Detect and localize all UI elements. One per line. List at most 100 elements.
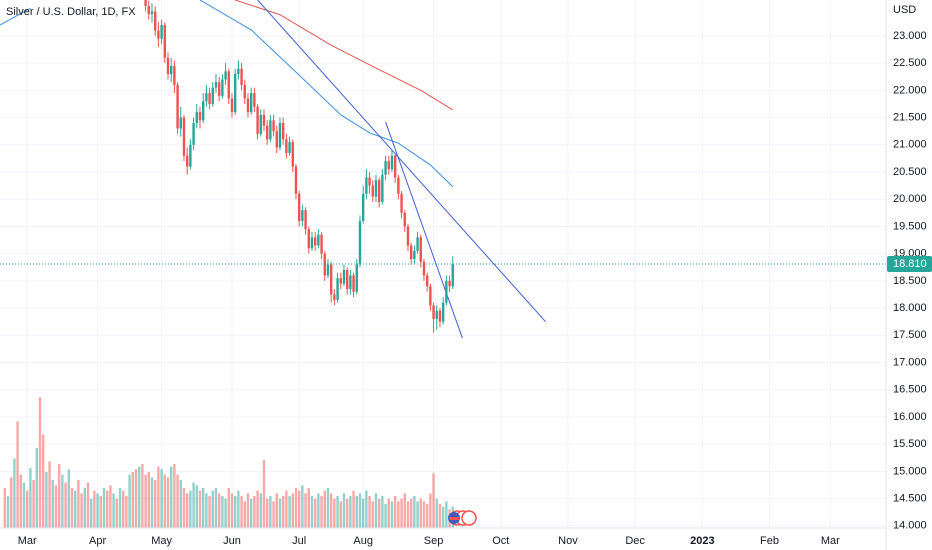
candle-body xyxy=(189,144,192,167)
x-tick-label: Nov xyxy=(558,535,578,547)
candle-body xyxy=(221,79,224,96)
volume-bar xyxy=(358,493,362,528)
candle-body xyxy=(358,220,362,265)
volume-bar xyxy=(182,488,186,528)
volume-bar xyxy=(189,490,192,528)
volume-bar xyxy=(214,488,218,528)
volume-bar xyxy=(281,496,285,528)
candle-body xyxy=(144,0,147,6)
candle-body xyxy=(157,30,160,39)
volume-bar xyxy=(432,473,435,528)
volume-bar xyxy=(80,493,83,528)
candle-body xyxy=(166,57,170,75)
candle-body xyxy=(179,117,182,129)
candle-body xyxy=(205,93,208,102)
candle-body xyxy=(169,65,173,75)
volume-bar xyxy=(233,496,237,528)
volume-bar xyxy=(35,448,38,528)
volume-bar xyxy=(166,477,170,528)
volume-bar xyxy=(64,482,67,528)
volume-bar xyxy=(445,501,448,528)
x-tick-label: Mar xyxy=(18,535,37,547)
candle-body xyxy=(310,237,314,249)
volume-bar xyxy=(361,498,365,528)
candle-body xyxy=(278,123,282,148)
volume-bar xyxy=(128,474,131,528)
candle-body xyxy=(422,261,426,276)
volume-bar xyxy=(416,501,419,528)
y-tick-label: 14.500 xyxy=(893,493,927,505)
volume-bar xyxy=(163,474,166,528)
volume-bar xyxy=(205,493,208,528)
volume-bar xyxy=(227,488,230,528)
candle-body xyxy=(281,123,285,140)
event-icons xyxy=(448,510,477,526)
candle-body xyxy=(249,93,253,113)
volume-bar xyxy=(275,493,278,528)
candle-body xyxy=(336,278,339,300)
y-tick-label: 21.000 xyxy=(893,139,927,151)
candle-body xyxy=(374,180,378,197)
candle-body xyxy=(326,264,330,276)
candle-body xyxy=(211,87,214,104)
candle-body xyxy=(409,245,413,260)
indicator-line xyxy=(385,121,463,339)
candle-body xyxy=(413,250,416,260)
volume-pane xyxy=(3,397,454,528)
candle-body xyxy=(227,71,230,99)
candle-body xyxy=(160,25,163,39)
x-tick-label: Mar xyxy=(821,535,840,547)
volume-bar xyxy=(368,496,371,528)
candle-body xyxy=(438,310,442,322)
volume-bar xyxy=(297,490,301,528)
y-tick-label: 20.000 xyxy=(893,193,927,205)
x-tick-label: Oct xyxy=(492,535,509,547)
y-tick-label: 21.500 xyxy=(893,111,927,123)
volume-bar xyxy=(390,501,394,528)
volume-bar xyxy=(355,496,358,528)
candle-body xyxy=(435,310,438,319)
volume-bar xyxy=(326,488,330,528)
volume-bar xyxy=(259,493,262,528)
candle-body xyxy=(406,226,410,246)
volume-bar xyxy=(323,490,326,528)
volume-bar xyxy=(201,488,205,528)
volume-bar xyxy=(19,474,22,528)
candle-body xyxy=(345,269,349,290)
candle-body xyxy=(291,142,294,167)
candle-body xyxy=(217,82,221,96)
volume-bar xyxy=(29,468,32,528)
candle-body xyxy=(320,234,323,254)
volume-bar xyxy=(96,493,99,528)
volume-bar xyxy=(310,496,314,528)
volume-bar xyxy=(237,490,240,528)
x-tick-label: Dec xyxy=(625,535,645,547)
volume-bar xyxy=(230,493,234,528)
event-icon[interactable] xyxy=(461,510,477,526)
candle-body xyxy=(294,166,298,194)
candle-body xyxy=(272,120,275,132)
volume-bar xyxy=(99,496,102,528)
volume-bar xyxy=(384,504,387,528)
volume-bar xyxy=(246,493,250,528)
x-tick-label: 2023 xyxy=(690,535,714,547)
candle-body xyxy=(230,98,234,113)
candle-body xyxy=(377,180,381,202)
candle-body xyxy=(355,264,358,292)
volume-bar xyxy=(208,496,211,528)
volume-bar xyxy=(352,490,355,528)
y-tick-label: 23.000 xyxy=(893,30,927,42)
candle-body xyxy=(243,84,246,99)
volume-bar xyxy=(41,434,45,528)
y-tick-label: 22.500 xyxy=(893,57,927,69)
y-tick-label: 15.500 xyxy=(893,438,927,450)
volume-bar xyxy=(429,493,432,528)
volume-bar xyxy=(413,496,416,528)
volume-bar xyxy=(211,490,214,528)
candle-body xyxy=(304,210,307,230)
volume-bar xyxy=(125,496,128,528)
candle-body xyxy=(400,193,403,213)
candle-body xyxy=(397,177,400,194)
y-tick-label: 16.500 xyxy=(893,384,927,396)
